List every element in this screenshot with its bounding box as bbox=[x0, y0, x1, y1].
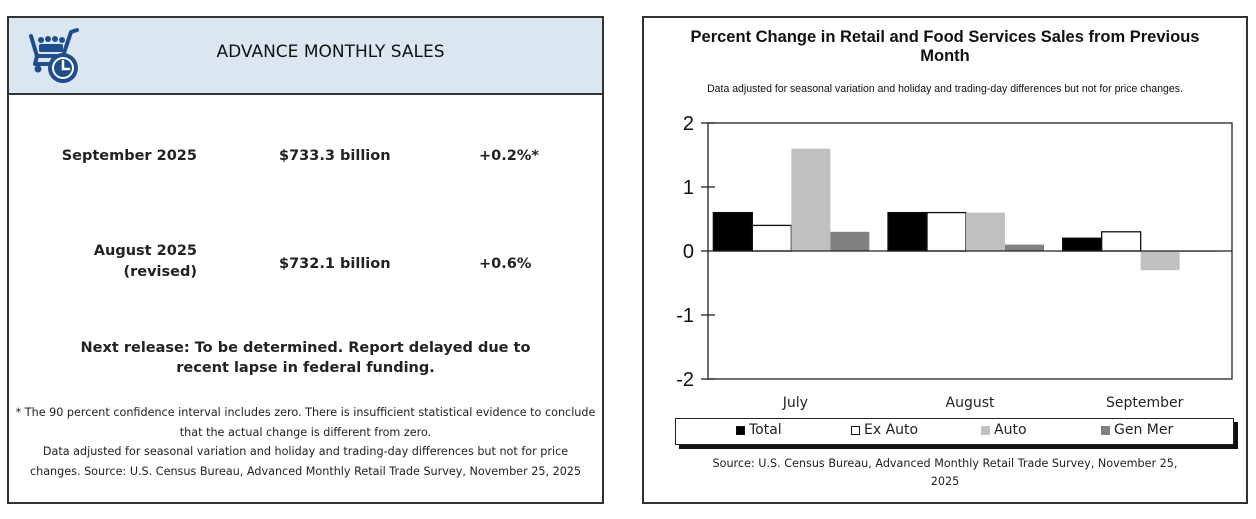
y-tick-label: 0 bbox=[683, 241, 694, 263]
chart-legend: Total Ex Auto Auto Gen Mer bbox=[675, 418, 1234, 445]
row-september-period: September 2025 bbox=[61, 148, 197, 164]
y-tick-label: 1 bbox=[683, 177, 694, 199]
legend-item-gen-mer: Gen Mer bbox=[1101, 422, 1173, 438]
source-footnote: Data adjusted for seasonal variation and… bbox=[29, 445, 582, 478]
bar-ex-auto-september bbox=[1101, 231, 1142, 252]
chart-title: Percent Change in Retail and Food Servic… bbox=[690, 28, 1200, 65]
legend-label: Ex Auto bbox=[864, 422, 919, 438]
bar-total-august bbox=[887, 211, 928, 252]
footnotes: * The 90 percent confidence interval inc… bbox=[13, 403, 598, 481]
x-tick-label: July bbox=[782, 395, 808, 411]
bar-gen-mer-august bbox=[1005, 244, 1044, 251]
advance-monthly-sales-panel: ADVANCE MONTHLY SALES September 2025 $73… bbox=[7, 16, 604, 504]
legend-swatch bbox=[736, 425, 745, 435]
legend-label: Auto bbox=[994, 422, 1027, 438]
chart-subtitle: Data adjusted for seasonal variation and… bbox=[707, 83, 1183, 95]
y-tick-label: -1 bbox=[676, 305, 694, 327]
x-tick-label: August bbox=[946, 395, 996, 411]
bar-auto-july bbox=[791, 148, 831, 251]
row-august-period-note: (revised) bbox=[123, 264, 197, 280]
bar-gen-mer-july bbox=[830, 231, 870, 251]
next-release-note: Next release: To be determined. Report d… bbox=[80, 340, 531, 376]
row-august-period: August 2025 bbox=[93, 243, 197, 259]
legend-swatch bbox=[981, 425, 990, 435]
panel-title: ADVANCE MONTHLY SALES bbox=[216, 42, 445, 62]
row-september-change: +0.2%* bbox=[479, 148, 539, 164]
panel-header: ADVANCE MONTHLY SALES bbox=[9, 18, 602, 95]
y-tick-label: -2 bbox=[676, 369, 694, 391]
bar-ex-auto-july bbox=[751, 224, 792, 252]
legend-item-auto: Auto bbox=[981, 422, 1027, 438]
bar-ex-auto-august bbox=[926, 211, 967, 252]
row-august-sales: $732.1 billion bbox=[279, 256, 391, 272]
shopping-cart-clock-icon bbox=[29, 28, 79, 83]
legend-swatch bbox=[851, 425, 860, 435]
bar-auto-august bbox=[966, 212, 1005, 251]
row-september-sales: $733.3 billion bbox=[279, 148, 391, 164]
chart-source: Source: U.S. Census Bureau, Advanced Mon… bbox=[712, 457, 1178, 488]
chart-panel: Percent Change in Retail and Food Servic… bbox=[642, 16, 1248, 504]
legend-item-total: Total bbox=[736, 422, 782, 438]
bar-chart: 2 1 0 -1 -2 July August September bbox=[676, 113, 1233, 411]
x-tick-label: September bbox=[1106, 395, 1184, 411]
legend-label: Gen Mer bbox=[1114, 422, 1174, 438]
row-august-change: +0.6% bbox=[479, 256, 532, 272]
bar-total-september bbox=[1062, 237, 1103, 252]
confidence-footnote: * The 90 percent confidence interval inc… bbox=[15, 406, 596, 439]
bar-total-july bbox=[712, 211, 753, 252]
y-tick-label: 2 bbox=[683, 113, 694, 135]
legend-item-ex-auto: Ex Auto bbox=[851, 422, 918, 438]
bar-auto-september bbox=[1140, 251, 1180, 271]
legend-label: Total bbox=[749, 422, 782, 438]
legend-swatch bbox=[1101, 425, 1110, 435]
